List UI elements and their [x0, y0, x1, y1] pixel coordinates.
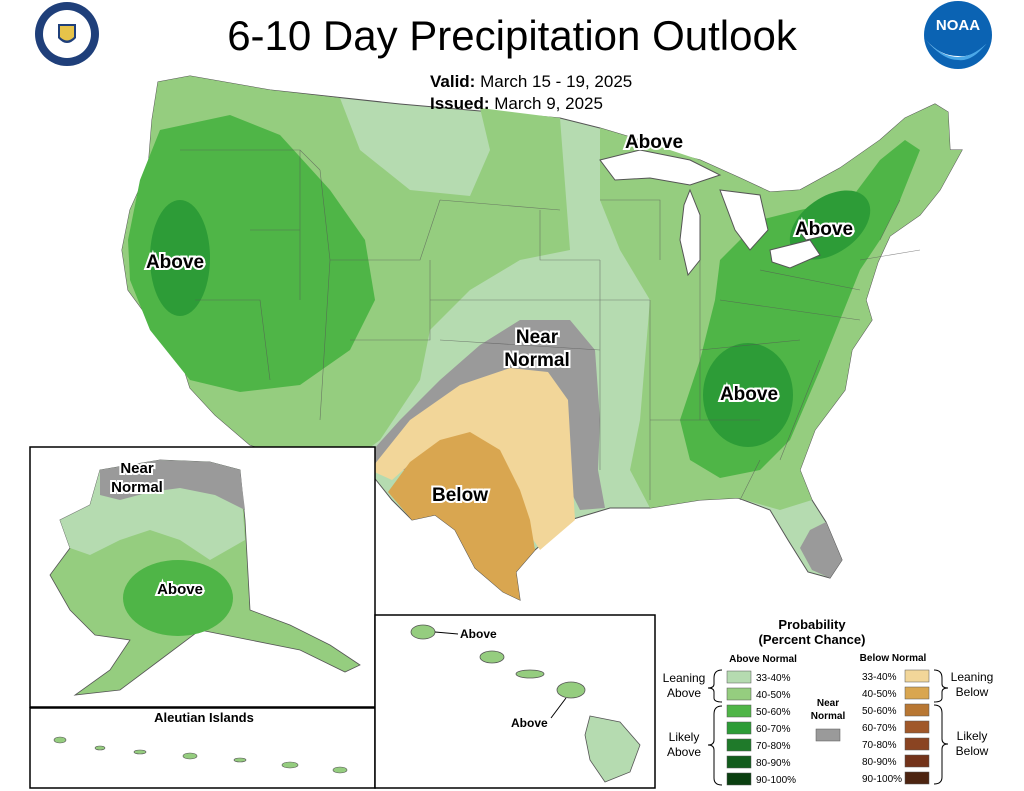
label-hawaii-above-2: Above: [511, 716, 548, 730]
label-hawaii-above-1: Above: [460, 627, 497, 641]
aleutian-inset: [29, 707, 376, 789]
swatch-above-50-60: [726, 704, 752, 718]
legend-leaning-above-2: Above: [667, 686, 701, 700]
legend-leaning-below-1: Leaning: [951, 670, 994, 684]
below-range-1: 33-40%: [862, 672, 897, 683]
legend-title-2: (Percent Chance): [759, 632, 866, 647]
swatch-above-90-100: [726, 772, 752, 786]
below-range-2: 40-50%: [862, 689, 897, 700]
great-lakes: [599, 149, 843, 277]
below-range-4: 60-70%: [862, 723, 897, 734]
brace-likely-below: [933, 704, 949, 785]
legend-near-1: Near: [817, 698, 839, 709]
swatch-above-80-90: [726, 755, 752, 769]
swatch-below-50-60: [904, 703, 930, 717]
swatch-above-33-40: [726, 670, 752, 684]
swatch-below-80-90: [904, 754, 930, 768]
label-alaska-near-2: Normal: [111, 479, 163, 496]
hawaii-pointer-1: [434, 631, 459, 635]
legend-likely-below-1: Likely: [957, 729, 988, 743]
legend-leaning-below-2: Below: [956, 685, 989, 699]
legend: Probability (Percent Chance) Above Norma…: [663, 617, 994, 786]
above-range-5: 70-80%: [756, 741, 791, 752]
swatch-below-60-70: [904, 720, 930, 734]
label-near-normal-2: Normal: [504, 350, 569, 371]
above-range-7: 90-100%: [756, 775, 796, 786]
alaska-near-normal: [100, 460, 245, 510]
below-range-6: 80-90%: [862, 757, 897, 768]
aleutian-islands-shapes: [53, 736, 348, 774]
swatch-below-90-100: [904, 771, 930, 785]
below-40-50: [388, 432, 535, 600]
above-range-1: 33-40%: [756, 673, 791, 684]
swatch-above-40-50: [726, 687, 752, 701]
valid-value: March 15 - 19, 2025: [480, 72, 633, 91]
swatch-above-60-70: [726, 721, 752, 735]
hawaii-pointer-2: [550, 697, 567, 719]
above-50-60-west: [128, 115, 375, 392]
page-title: 6-10 Day Precipitation Outlook: [227, 12, 797, 59]
issued-label: Issued:: [430, 94, 490, 113]
swatch-above-70-80: [726, 738, 752, 752]
legend-leaning-above-1: Leaning: [663, 671, 706, 685]
swatch-near-normal: [815, 728, 841, 742]
near-normal-south: [355, 320, 605, 510]
legend-likely-below-2: Below: [956, 744, 989, 758]
swatch-below-70-80: [904, 737, 930, 751]
label-southeast-above: Above: [720, 384, 778, 405]
noaa-logo-icon: NOAA: [924, 1, 992, 69]
hawaii-inset: [374, 614, 656, 789]
label-alaska-above: Above: [157, 581, 203, 598]
label-west-above: Above: [146, 252, 204, 273]
valid-label: Valid:: [430, 72, 476, 91]
below-range-3: 50-60%: [862, 706, 897, 717]
above-range-2: 40-50%: [756, 690, 791, 701]
above-range-4: 60-70%: [756, 724, 791, 735]
above-60-70-southeast: [703, 343, 793, 447]
legend-near-2: Normal: [811, 711, 846, 722]
below-range-7: 90-100%: [862, 774, 902, 785]
label-aleutian-islands: Aleutian Islands: [154, 710, 254, 725]
noaa-logo-text: NOAA: [936, 17, 980, 34]
legend-below-header: Below Normal: [860, 653, 927, 664]
issued-value: March 9, 2025: [494, 94, 603, 113]
hawaii-islands: [410, 624, 641, 783]
brace-likely-above: [707, 705, 723, 786]
issued-date: Issued: March 9, 2025: [430, 94, 603, 114]
legend-likely-above-1: Likely: [669, 730, 700, 744]
swatch-below-33-40: [904, 669, 930, 683]
state-borders: [180, 149, 921, 501]
legend-likely-above-2: Above: [667, 745, 701, 759]
above-range-6: 80-90%: [756, 758, 791, 769]
legend-title-1: Probability: [778, 617, 846, 632]
valid-dates: Valid: March 15 - 19, 2025: [430, 72, 632, 92]
legend-above-header: Above Normal: [729, 654, 797, 665]
commerce-seal-icon: [35, 2, 99, 66]
below-range-5: 70-80%: [862, 740, 897, 751]
alaska-above-50-60: [123, 560, 233, 636]
above-range-3: 50-60%: [756, 707, 791, 718]
brace-leaning-above: [707, 669, 723, 703]
label-near-normal-1: Near: [516, 327, 559, 348]
label-great-lakes-above: Above: [625, 132, 683, 153]
brace-leaning-below: [933, 669, 949, 703]
above-60-70-west: [150, 200, 210, 316]
swatch-below-40-50: [904, 686, 930, 700]
near-normal-florida: [800, 522, 842, 578]
label-alaska-near-1: Near: [120, 460, 154, 477]
label-south-below: Below: [432, 485, 488, 506]
label-northeast-above: Above: [795, 219, 853, 240]
